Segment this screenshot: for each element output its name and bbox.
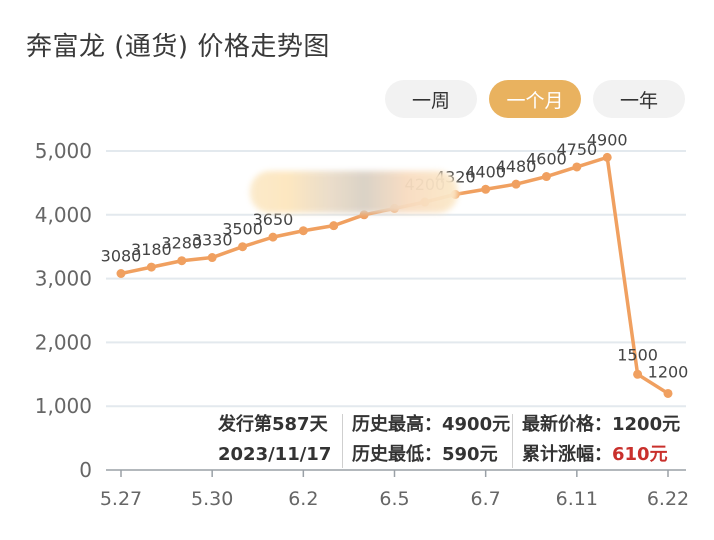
data-point [146, 262, 156, 272]
history-low-value: 590元 [442, 444, 498, 465]
history-low-label: 历史最低： [352, 444, 442, 465]
x-tick-label: 5.27 [100, 488, 142, 510]
data-point [329, 221, 339, 231]
data-label: 1500 [617, 345, 658, 364]
data-label: 4900 [587, 130, 628, 149]
data-label: 4600 [526, 150, 567, 169]
data-label: 3080 [101, 246, 142, 265]
y-tick-label: 1,000 [35, 394, 92, 418]
data-point [572, 162, 582, 172]
data-point [633, 369, 643, 379]
cumulative-change-value: 610元 [612, 444, 668, 465]
page-title: 奔富龙 (通货) 价格走势图 [26, 32, 330, 62]
data-label: 3330 [192, 231, 233, 250]
latest-price-value: 1200元 [612, 414, 681, 435]
x-tick-label: 6.11 [556, 488, 598, 510]
y-tick-label: 4,000 [35, 203, 92, 227]
data-point [207, 253, 217, 263]
y-tick-label: 2,000 [35, 330, 92, 354]
data-point [663, 388, 673, 398]
data-point [511, 179, 521, 189]
x-tick-label: 5.30 [191, 488, 233, 510]
latest-price: 最新价格：1200元 [522, 410, 680, 440]
data-point [116, 268, 126, 278]
data-point [298, 226, 308, 236]
data-label: 3280 [161, 234, 202, 253]
y-tick-label: 3,000 [35, 267, 92, 291]
history-low: 历史最低：590元 [352, 440, 510, 470]
data-label: 4400 [465, 162, 506, 181]
issue-column: 发行第587天 2023/11/17 [218, 410, 331, 470]
tab-year[interactable]: 一年 [593, 80, 685, 118]
data-point [268, 232, 278, 242]
history-column: 历史最高：4900元 历史最低：590元 [352, 410, 510, 470]
issue-days: 发行第587天 [218, 414, 328, 435]
blurred-watermark [250, 171, 458, 213]
latest-column: 最新价格：1200元 累计涨幅：610元 [522, 410, 680, 470]
issue-date: 2023/11/17 [218, 444, 332, 465]
latest-price-label: 最新价格： [522, 414, 612, 435]
history-high-label: 历史最高： [352, 414, 442, 435]
stats-divider [512, 414, 513, 468]
history-high-value: 4900元 [442, 414, 511, 435]
tab-week[interactable]: 一周 [385, 80, 477, 118]
data-point [238, 242, 248, 252]
stats-divider [342, 414, 343, 468]
data-label: 1200 [648, 362, 689, 381]
y-tick-label: 5,000 [35, 139, 92, 163]
x-tick-label: 6.2 [288, 488, 318, 510]
data-label: 3180 [131, 240, 172, 259]
x-tick-label: 6.22 [647, 488, 689, 510]
data-label: 3500 [222, 220, 263, 239]
data-label: 4750 [556, 140, 597, 159]
data-label: 3650 [253, 210, 294, 229]
history-high: 历史最高：4900元 [352, 410, 510, 440]
data-point [602, 152, 612, 162]
cumulative-change: 累计涨幅：610元 [522, 440, 680, 470]
cumulative-change-label: 累计涨幅： [522, 444, 612, 465]
x-tick-label: 6.7 [471, 488, 501, 510]
y-tick-label: 0 [79, 458, 92, 482]
data-point [481, 184, 491, 194]
tab-month[interactable]: 一个月 [489, 80, 581, 118]
data-point [177, 256, 187, 266]
data-point [541, 172, 551, 182]
x-tick-label: 6.5 [379, 488, 409, 510]
data-label: 4480 [496, 157, 537, 176]
